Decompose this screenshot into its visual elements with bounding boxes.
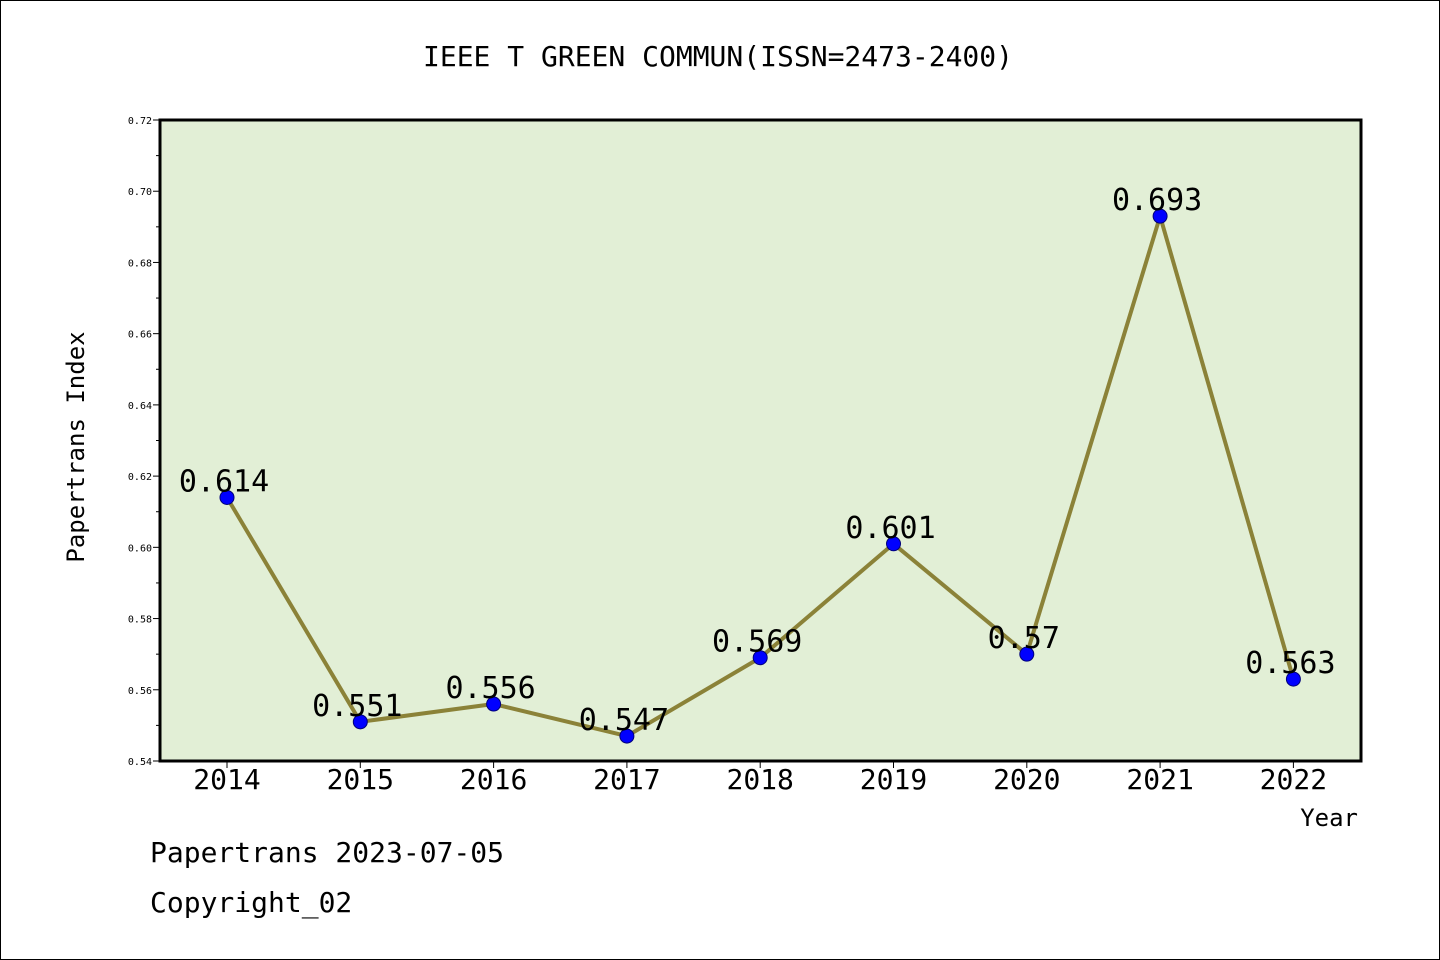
data-point [1152, 208, 1168, 224]
y-tick-label: 0.72 [128, 116, 152, 127]
data-label: 0.569 [712, 625, 802, 660]
data-label: 0.563 [1245, 646, 1335, 681]
data-label: 0.614 [179, 464, 269, 499]
x-axis: 2014 2015 2016 2017 2018 2019 2020 2021 2022 [193, 761, 1327, 796]
data-points [219, 208, 1301, 744]
x-tick-label: 2019 [860, 763, 927, 796]
x-tick-label: 2022 [1260, 763, 1327, 796]
footer-copyright: Copyright_02 [150, 886, 353, 919]
data-label: 0.547 [579, 703, 669, 738]
data-point [1285, 671, 1301, 687]
y-tick-label: 0.54 [128, 757, 152, 768]
data-point [752, 650, 768, 666]
data-point [1019, 646, 1035, 662]
y-tick-label: 0.68 [128, 258, 152, 269]
data-label: 0.601 [845, 511, 935, 546]
data-label: 0.551 [312, 689, 402, 724]
data-label: 0.693 [1112, 183, 1202, 218]
x-tick-label: 2015 [327, 763, 394, 796]
data-point [352, 714, 368, 730]
data-point [619, 728, 635, 744]
x-tick-label: 2018 [726, 763, 793, 796]
y-tick-label: 0.62 [128, 472, 152, 483]
y-tick-label: 0.58 [128, 615, 152, 626]
chart-title: IEEE T GREEN COMMUN(ISSN=2473-2400) [423, 40, 1013, 73]
y-tick-label: 0.66 [128, 330, 152, 341]
x-axis-title: Year [1300, 804, 1358, 832]
data-labels: 0.614 0.551 0.556 0.547 0.569 0.601 0.57 0.693 0… [179, 183, 1336, 738]
y-tick-label: 0.56 [128, 686, 152, 697]
y-tick-label: 0.64 [128, 401, 152, 412]
x-tick-label: 2020 [993, 763, 1060, 796]
x-tick-label: 2021 [1126, 763, 1193, 796]
y-tick-label: 0.70 [128, 187, 152, 198]
data-point [886, 536, 901, 552]
y-tick-label: 0.60 [128, 543, 152, 554]
data-label: 0.57 [988, 621, 1060, 656]
x-tick-label: 2016 [460, 763, 527, 796]
y-axis-title: Papertrans Index [62, 331, 90, 562]
footer-date: Papertrans 2023-07-05 [150, 836, 505, 869]
data-point [486, 696, 502, 712]
x-tick-label: 2014 [193, 763, 260, 796]
x-tick-label: 2017 [593, 763, 660, 796]
y-axis: 0.54 0.56 0.58 0.60 0.62 0.64 0.66 0.68 0.70 0.72 [128, 116, 160, 768]
data-point [219, 489, 235, 505]
data-label: 0.556 [445, 671, 535, 706]
